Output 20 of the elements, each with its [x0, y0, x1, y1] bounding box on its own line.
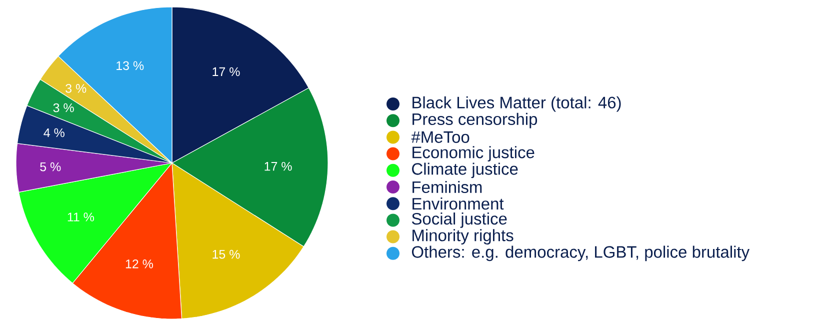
data-label: 17 %: [212, 67, 240, 76]
data-label: 11 %: [68, 212, 94, 222]
data-label: 5 %: [40, 162, 61, 172]
legend-label: Black Lives Matter (total: 46): [412, 96, 621, 112]
legend-label: Climate justice: [412, 162, 518, 178]
data-label: 3 %: [53, 103, 74, 112]
legend-label: #MeToo: [411, 131, 470, 143]
data-label: 15 %: [212, 250, 240, 259]
data-label: 3 %: [66, 84, 86, 93]
data-label: 17 %: [264, 162, 292, 171]
data-label: 13 %: [116, 61, 144, 70]
legend-label: Minority rights: [412, 229, 514, 244]
legend-label: Environment: [412, 198, 504, 210]
legend-label: Press censorship: [412, 112, 538, 128]
legend-label: Feminism: [412, 180, 482, 194]
legend-label: Social justice: [412, 212, 507, 228]
legend-label: Economic justice: [412, 146, 534, 162]
data-label: 4 %: [44, 128, 64, 138]
data-label: 12 %: [126, 259, 154, 268]
legend-label: Others: e.g. democracy, LGBT, police brutality: [412, 246, 750, 262]
